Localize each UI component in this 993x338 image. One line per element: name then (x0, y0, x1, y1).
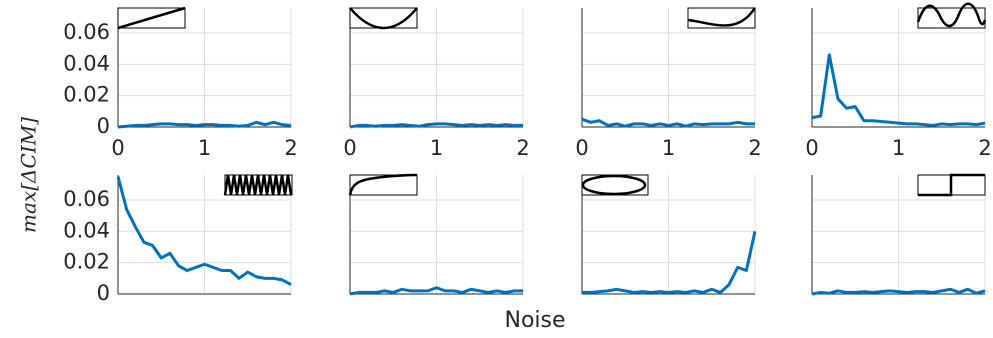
inset-glyph (223, 174, 293, 196)
data-line (349, 122, 523, 129)
x-tick-label: 2 (748, 136, 761, 160)
x-tick-label: 0 (805, 136, 818, 160)
y-tick-label: 0.06 (63, 20, 110, 44)
x-axis-label: Noise (504, 308, 565, 333)
x-tick-label: 2 (978, 136, 991, 160)
inset-glyph (117, 6, 186, 30)
y-tick-label: 0.02 (63, 250, 110, 274)
x-tick-label: 0 (575, 136, 588, 160)
x-tick-label: 1 (198, 136, 211, 160)
data-line (811, 287, 986, 296)
data-line (582, 231, 757, 294)
y-tick-label: 0 (97, 281, 110, 305)
y-tick-label: 0.04 (63, 51, 110, 75)
y-tick-label: 0 (97, 114, 110, 138)
insets (117, 2, 987, 197)
x-tick-label: 1 (430, 136, 443, 160)
inset (917, 7, 986, 29)
x-tick-label: 2 (516, 136, 529, 160)
data-line (116, 176, 292, 286)
data-line (811, 53, 986, 127)
inset-glyph (581, 174, 647, 196)
inset-glyph (349, 7, 418, 30)
y-tick-label: 0.02 (63, 83, 110, 107)
x-tick-label: 0 (111, 136, 124, 160)
y-axis-label: max[ΔCIM] (17, 117, 41, 233)
x-tick-label: 1 (662, 136, 675, 160)
inset-glyph (916, 2, 987, 28)
x-tick-label: 2 (284, 136, 297, 160)
data-line (581, 117, 755, 128)
inset-glyph (348, 173, 418, 196)
data-line (349, 286, 523, 296)
plots: 0 1 2 0 0.02 0.04 0.06 0 1 2 0 1 2 0 1 2 0 0.02 0.04 0.06 (63, 8, 992, 305)
data-line (117, 120, 292, 129)
inset-glyph (687, 7, 757, 27)
y-tick-label: 0.06 (63, 187, 110, 211)
y-tick-label: 0.04 (63, 218, 110, 242)
inset-glyph (918, 173, 985, 197)
x-tick-label: 1 (892, 136, 905, 160)
x-tick-label: 0 (343, 136, 356, 160)
